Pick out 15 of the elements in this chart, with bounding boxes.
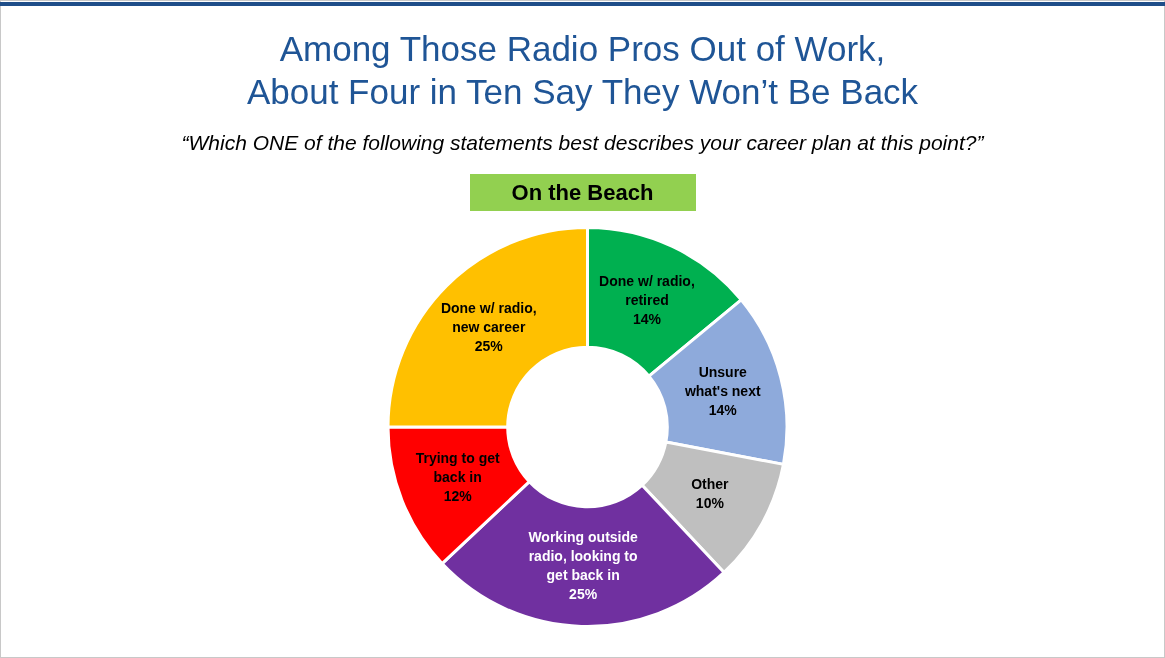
data-label: 12%	[443, 488, 473, 505]
slice-label: Unsure what's next	[683, 364, 761, 400]
slice-label: Done w/ radio, retired	[599, 272, 695, 308]
slice-label: Trying to get back in	[415, 450, 500, 486]
slice-label: Other	[691, 475, 730, 492]
slice-label: Working outside radio, looking to get back in	[528, 528, 639, 583]
chart-subtitle: “Which ONE of the following statements best describes your career plan at this point?”	[180, 130, 986, 156]
data-label: 14%	[708, 402, 738, 419]
heading-badge: On the Beach	[469, 174, 696, 211]
slice-label: Done w/ radio, new career	[440, 300, 537, 336]
data-label: 14%	[632, 310, 662, 327]
chart-title: Among Those Radio Pros Out of Work, About Four in Ten Say They Won’t Be Back	[245, 28, 920, 113]
data-label: 10%	[695, 494, 725, 511]
data-label: 25%	[474, 338, 504, 355]
data-label: 25%	[569, 585, 598, 602]
